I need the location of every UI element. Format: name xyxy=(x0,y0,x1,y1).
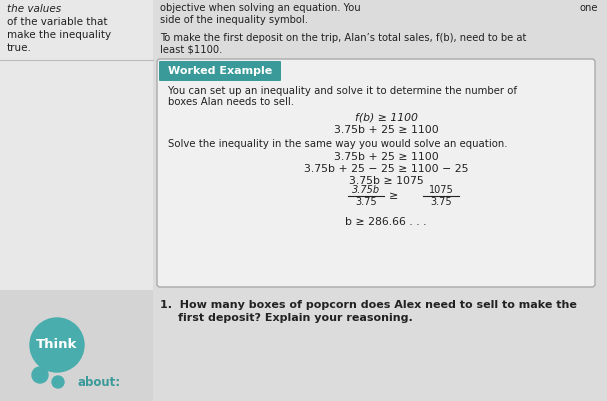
Text: first deposit? Explain your reasoning.: first deposit? Explain your reasoning. xyxy=(178,313,413,323)
Text: 3.75b: 3.75b xyxy=(352,185,380,195)
Text: make the inequality: make the inequality xyxy=(7,30,111,40)
Text: ≥: ≥ xyxy=(389,191,399,201)
FancyBboxPatch shape xyxy=(157,59,595,287)
Text: 3.75b + 25 ≥ 1100: 3.75b + 25 ≥ 1100 xyxy=(334,125,438,135)
Text: 3.75: 3.75 xyxy=(355,197,377,207)
Text: 1.  How many boxes of popcorn does Alex need to sell to make the: 1. How many boxes of popcorn does Alex n… xyxy=(160,300,577,310)
Text: To make the first deposit on the trip, Alan’s total sales, f(b), need to be at: To make the first deposit on the trip, A… xyxy=(160,33,526,43)
Text: You can set up an inequality and solve it to determine the number of: You can set up an inequality and solve i… xyxy=(168,86,517,96)
Text: true.: true. xyxy=(7,43,32,53)
Circle shape xyxy=(30,318,84,372)
Text: 3.75: 3.75 xyxy=(430,197,452,207)
Text: Solve the inequality in the same way you would solve an equation.: Solve the inequality in the same way you… xyxy=(168,139,507,149)
Text: b ≥ 286.66 . . .: b ≥ 286.66 . . . xyxy=(345,217,427,227)
Text: 3.75b ≥ 1075: 3.75b ≥ 1075 xyxy=(348,176,423,186)
Text: one: one xyxy=(580,3,598,13)
Text: 1075: 1075 xyxy=(429,185,453,195)
Text: f(b) ≥ 1100: f(b) ≥ 1100 xyxy=(354,113,418,123)
Text: Worked Example: Worked Example xyxy=(168,66,272,76)
Text: the values: the values xyxy=(7,4,61,14)
Text: boxes Alan needs to sell.: boxes Alan needs to sell. xyxy=(168,97,294,107)
Circle shape xyxy=(52,376,64,388)
Text: least $1100.: least $1100. xyxy=(160,45,222,55)
FancyBboxPatch shape xyxy=(153,0,607,401)
Text: Think: Think xyxy=(36,338,78,352)
Text: about:: about: xyxy=(78,377,121,389)
FancyBboxPatch shape xyxy=(159,61,281,81)
Text: of the variable that: of the variable that xyxy=(7,17,107,27)
Text: 3.75b + 25 − 25 ≥ 1100 − 25: 3.75b + 25 − 25 ≥ 1100 − 25 xyxy=(304,164,468,174)
Text: side of the inequality symbol.: side of the inequality symbol. xyxy=(160,15,308,25)
Circle shape xyxy=(32,367,48,383)
FancyBboxPatch shape xyxy=(0,0,153,290)
Text: 3.75b + 25 ≥ 1100: 3.75b + 25 ≥ 1100 xyxy=(334,152,438,162)
Text: objective when solving an equation. You: objective when solving an equation. You xyxy=(160,3,361,13)
